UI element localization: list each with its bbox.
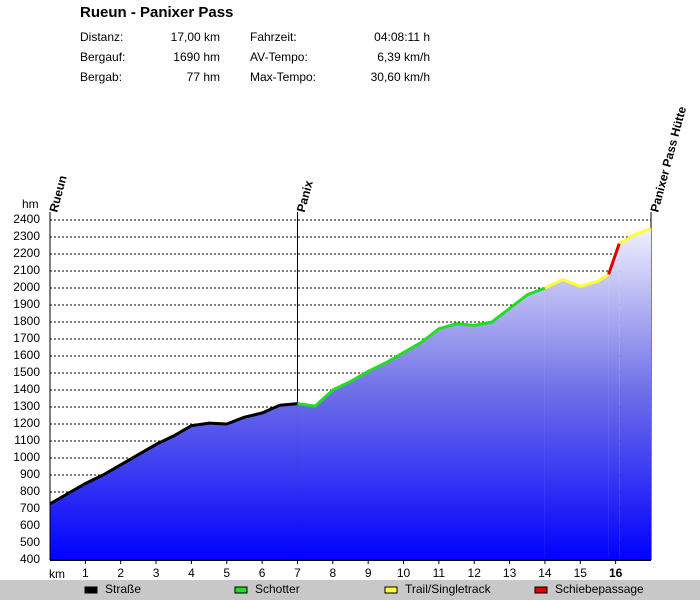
- stats: Distanz: 17,00 km Fahrzeit: 04:08:11 h Berga…: [80, 30, 430, 84]
- y-tick-label: 1600: [13, 348, 40, 362]
- x-tick-label: 14: [538, 566, 552, 580]
- y-tick-label: 1500: [13, 365, 40, 379]
- y-tick-label: 2200: [13, 246, 40, 260]
- x-tick-label: 16: [609, 566, 623, 580]
- x-tick-label: 13: [503, 566, 517, 580]
- profile-line: [544, 273, 610, 290]
- x-tick-label: 1: [82, 566, 89, 580]
- stat-text: 17,00 km: [171, 30, 220, 44]
- waypoint-label: Panixer Pass Hütte: [647, 105, 689, 214]
- y-tick-label: 900: [20, 467, 40, 481]
- y-tick-label: 1300: [13, 399, 40, 413]
- stat-text: 6,39 km/h: [377, 50, 430, 64]
- x-tick-label: 15: [574, 566, 588, 580]
- profile-line: [297, 286, 546, 408]
- x-tick-label: 10: [397, 566, 411, 580]
- y-tick-label: 1200: [13, 416, 40, 430]
- stat-text: 04:08:11 h: [374, 30, 430, 44]
- y-axis-label: hm: [22, 197, 39, 211]
- waypoint-label: Panix: [294, 179, 316, 214]
- stat-text: 30,60 km/h: [371, 70, 430, 84]
- x-tick-label: 7: [294, 566, 301, 580]
- y-tick-label: 600: [20, 518, 40, 532]
- profile-area: [50, 403, 298, 560]
- y-tick-label: 1900: [13, 297, 40, 311]
- profile-area: [297, 288, 545, 560]
- x-tick-label: 11: [433, 566, 446, 580]
- y-tick-label: 500: [20, 535, 40, 549]
- stat-text: Fahrzeit:: [250, 30, 297, 44]
- x-tick-label: 8: [329, 566, 336, 580]
- waypoint-label: Rueun: [46, 174, 69, 214]
- legend-label: Straße: [105, 582, 141, 596]
- x-tick-label: 5: [223, 566, 230, 580]
- profile-line: [49, 402, 298, 506]
- stat-text: Distanz:: [80, 30, 123, 44]
- y-tick-label: 1400: [13, 382, 40, 396]
- stat-text: 1690 hm: [173, 50, 220, 64]
- profile-area: [608, 243, 620, 561]
- stat-text: Bergab:: [80, 70, 122, 84]
- x-tick-label: 3: [153, 566, 160, 580]
- profile-line: [618, 227, 652, 246]
- x-tick-label: 6: [259, 566, 266, 580]
- stat-text: 77 hm: [187, 70, 220, 84]
- profile-line: [607, 243, 621, 275]
- legend-swatch: [84, 586, 98, 594]
- profile-area: [544, 274, 609, 560]
- stat-text: Bergauf:: [80, 50, 125, 64]
- profile-area: [619, 228, 651, 560]
- legend-swatch: [534, 586, 548, 594]
- x-tick-label: 4: [188, 566, 195, 580]
- x-tick-label: 9: [365, 566, 372, 580]
- y-tick-label: 2300: [13, 229, 40, 243]
- legend-swatch: [234, 586, 248, 594]
- stat-text: Max-Tempo:: [250, 70, 316, 84]
- legend-label: Schiebepassage: [555, 582, 644, 596]
- legend-swatch: [384, 586, 398, 594]
- y-tick-label: 1700: [13, 331, 40, 345]
- y-tick-label: 700: [20, 501, 40, 515]
- legend-label: Trail/Singletrack: [405, 582, 492, 596]
- y-tick-label: 1000: [13, 450, 40, 464]
- x-tick-label: 12: [468, 566, 482, 580]
- y-tick-label: 1100: [14, 433, 40, 447]
- legend-label: Schotter: [255, 582, 300, 596]
- y-tick-label: 400: [20, 552, 40, 566]
- x-tick-label: 2: [117, 566, 124, 580]
- y-tick-label: 1800: [13, 314, 40, 328]
- x-axis-label: km: [49, 567, 65, 581]
- legend-bar: [0, 580, 700, 600]
- title: Rueun - Panixer Pass: [80, 4, 233, 21]
- y-tick-label: 2400: [13, 212, 40, 226]
- stat-text: AV-Tempo:: [250, 50, 308, 64]
- y-tick-label: 800: [20, 484, 40, 498]
- y-tick-label: 2000: [13, 280, 40, 294]
- y-tick-label: 2100: [13, 263, 40, 277]
